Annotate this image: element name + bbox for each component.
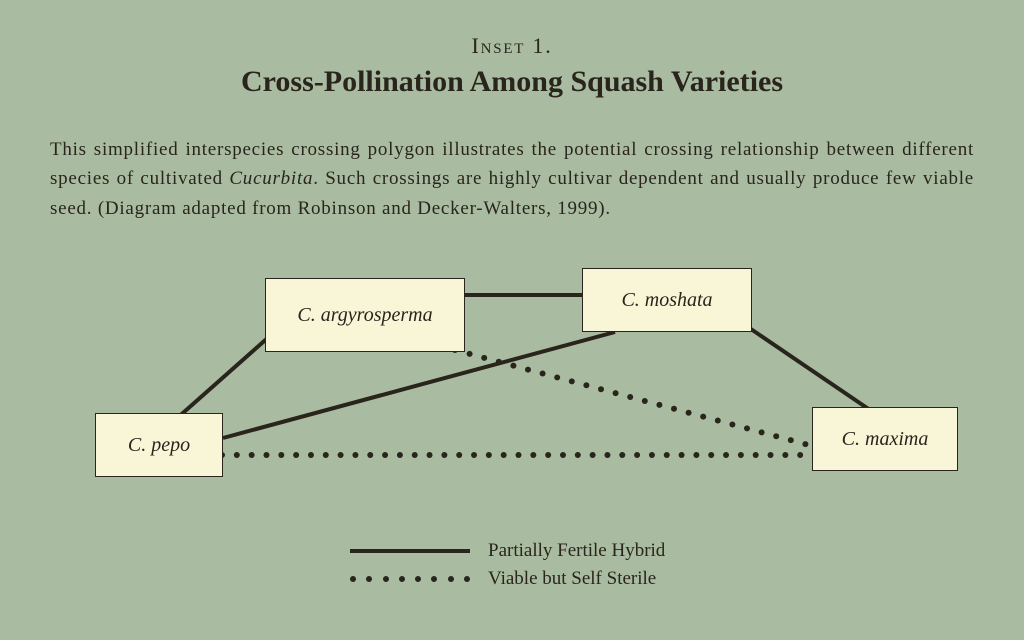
edge-dot bbox=[308, 452, 314, 458]
edge-dot bbox=[575, 452, 581, 458]
edge-dot bbox=[693, 452, 699, 458]
edge-dot bbox=[744, 425, 750, 431]
edge-dot bbox=[590, 452, 596, 458]
edge-dot bbox=[554, 374, 560, 380]
edge-dot bbox=[773, 433, 779, 439]
edge-dot bbox=[656, 402, 662, 408]
legend-dot bbox=[383, 576, 389, 582]
edge-dot bbox=[642, 398, 648, 404]
edge-dot bbox=[569, 378, 575, 384]
edge-dot bbox=[249, 452, 255, 458]
edge-dot bbox=[382, 452, 388, 458]
edge-dot bbox=[686, 410, 692, 416]
edge-dot bbox=[263, 452, 269, 458]
edge-dot bbox=[797, 452, 803, 458]
edge-dot bbox=[753, 452, 759, 458]
legend-label: Viable but Self Sterile bbox=[488, 568, 656, 590]
legend-dot bbox=[366, 576, 372, 582]
edge-dot bbox=[700, 414, 706, 420]
edge-dot bbox=[441, 452, 447, 458]
edge-dot bbox=[619, 452, 625, 458]
edge-dot bbox=[338, 452, 344, 458]
edge-dot bbox=[679, 452, 685, 458]
legend-dot bbox=[448, 576, 454, 582]
edge-dot bbox=[427, 452, 433, 458]
edge-dot bbox=[708, 452, 714, 458]
legend-dot bbox=[399, 576, 405, 582]
legend-dot bbox=[415, 576, 421, 582]
edge-dot bbox=[598, 386, 604, 392]
edge-dot bbox=[613, 390, 619, 396]
species-node-maxima: C. maxima bbox=[812, 407, 958, 471]
legend-dot bbox=[431, 576, 437, 582]
edge-dot bbox=[234, 452, 240, 458]
edge-dot bbox=[501, 452, 507, 458]
legend-swatch-dotted bbox=[350, 576, 470, 582]
edge-dot bbox=[367, 452, 373, 458]
legend: Partially Fertile Hybrid Viable but Self … bbox=[350, 540, 665, 590]
edge-dot bbox=[540, 371, 546, 377]
edge-dot bbox=[323, 452, 329, 458]
edge-dot bbox=[352, 452, 358, 458]
legend-label: Partially Fertile Hybrid bbox=[488, 540, 665, 562]
edge-dot bbox=[397, 452, 403, 458]
edge-dot bbox=[782, 452, 788, 458]
edge-dot bbox=[715, 418, 721, 424]
edge-dot bbox=[530, 452, 536, 458]
edge-dot bbox=[671, 406, 677, 412]
edge-dot bbox=[664, 452, 670, 458]
species-node-pepo: C. pepo bbox=[95, 413, 223, 477]
edge-dot bbox=[604, 452, 610, 458]
species-node-moshata: C. moshata bbox=[582, 268, 752, 332]
edge-dot bbox=[723, 452, 729, 458]
edge-dot bbox=[278, 452, 284, 458]
edge-dot bbox=[729, 421, 735, 427]
edge-dot bbox=[627, 394, 633, 400]
legend-dot bbox=[464, 576, 470, 582]
edge-dot bbox=[293, 452, 299, 458]
legend-dot bbox=[350, 576, 356, 582]
edge-dot bbox=[788, 437, 794, 443]
edge-dot bbox=[510, 363, 516, 369]
edge-dot bbox=[738, 452, 744, 458]
edge-dot bbox=[759, 429, 765, 435]
edge-dot bbox=[802, 441, 808, 447]
edge-dot bbox=[634, 452, 640, 458]
edge-dot bbox=[496, 359, 502, 365]
edge-dot bbox=[560, 452, 566, 458]
edge-dot bbox=[525, 367, 531, 373]
edge-dot bbox=[649, 452, 655, 458]
edge-dot bbox=[481, 355, 487, 361]
legend-row-dotted: Viable but Self Sterile bbox=[350, 568, 665, 590]
edge-line bbox=[745, 325, 870, 410]
edge-dot bbox=[412, 452, 418, 458]
edge-dot bbox=[768, 452, 774, 458]
edge-dot bbox=[471, 452, 477, 458]
edge-dot bbox=[456, 452, 462, 458]
edge-dot bbox=[467, 351, 473, 357]
legend-swatch-solid bbox=[350, 549, 470, 553]
species-node-argyrosperma: C. argyrosperma bbox=[265, 278, 465, 352]
edge-dot bbox=[583, 382, 589, 388]
edge-dot bbox=[545, 452, 551, 458]
edge-dot bbox=[516, 452, 522, 458]
legend-row-solid: Partially Fertile Hybrid bbox=[350, 540, 665, 562]
edge-dot bbox=[486, 452, 492, 458]
